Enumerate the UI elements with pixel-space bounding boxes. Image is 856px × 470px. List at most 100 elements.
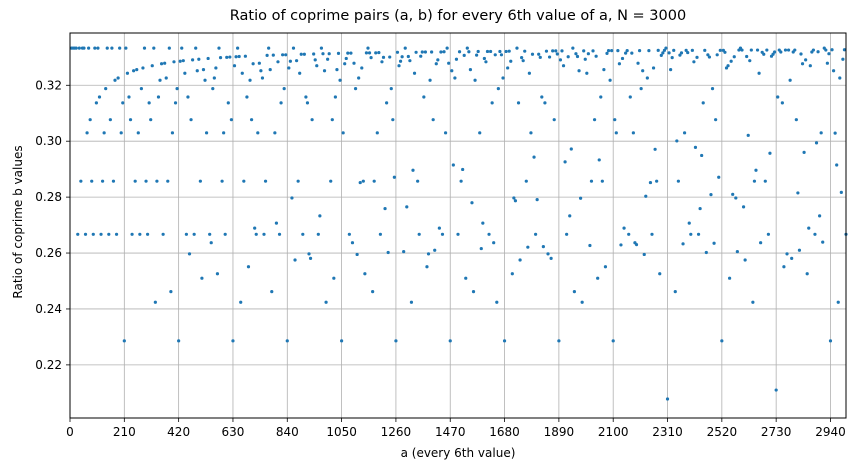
- data-point: [599, 95, 603, 99]
- data-point: [313, 58, 317, 62]
- data-point: [433, 248, 437, 252]
- data-point: [293, 258, 297, 262]
- data-point: [572, 290, 577, 294]
- data-point: [402, 250, 406, 254]
- data-point: [361, 179, 365, 183]
- data-point: [613, 118, 617, 122]
- data-point: [357, 76, 361, 80]
- data-point: [506, 66, 510, 70]
- data-point: [734, 196, 738, 200]
- data-point: [811, 48, 816, 52]
- data-point: [457, 50, 462, 54]
- data-point: [634, 243, 639, 247]
- data-point: [523, 49, 527, 53]
- data-point: [645, 76, 649, 80]
- data-point: [150, 64, 154, 68]
- data-point: [492, 241, 496, 245]
- data-point: [476, 49, 480, 54]
- data-point: [776, 95, 780, 99]
- data-point: [122, 339, 126, 343]
- data-point: [746, 133, 750, 137]
- data-point: [482, 56, 486, 61]
- data-point: [138, 232, 142, 236]
- data-point: [704, 250, 708, 255]
- data-point: [610, 49, 614, 53]
- data-point: [93, 46, 97, 50]
- data-point: [282, 87, 286, 91]
- data-point: [381, 55, 386, 59]
- data-point: [263, 179, 268, 183]
- data-point: [108, 118, 112, 122]
- data-point: [684, 48, 688, 52]
- data-point: [268, 68, 272, 72]
- data-point: [529, 131, 533, 135]
- data-point: [566, 55, 570, 59]
- data-point: [600, 179, 604, 183]
- data-point: [450, 69, 454, 73]
- y-axis-label: Ratio of coprime b values: [11, 145, 25, 299]
- data-point: [662, 48, 667, 52]
- data-point: [375, 131, 379, 135]
- data-point: [828, 339, 833, 343]
- data-point: [807, 226, 811, 230]
- data-point: [552, 118, 556, 122]
- y-tick-label: 0.30: [35, 134, 62, 148]
- data-point: [366, 46, 370, 50]
- data-point: [251, 62, 255, 66]
- plot-frame: [69, 32, 847, 419]
- data-point: [426, 252, 431, 256]
- data-point: [333, 95, 337, 99]
- data-point: [712, 241, 716, 245]
- data-point: [720, 339, 724, 343]
- data-point: [689, 232, 693, 236]
- data-point: [218, 56, 223, 60]
- data-point: [637, 49, 642, 53]
- data-point: [678, 53, 682, 57]
- data-point: [159, 62, 164, 66]
- data-point: [488, 49, 493, 54]
- data-point: [428, 78, 432, 82]
- data-point: [493, 53, 497, 57]
- data-point: [330, 118, 334, 122]
- x-tick-label: 840: [276, 425, 299, 439]
- data-point: [667, 51, 671, 55]
- data-point: [461, 167, 465, 172]
- data-point: [709, 193, 713, 197]
- data-point: [298, 71, 302, 75]
- x-tick-label: 1050: [326, 425, 357, 439]
- data-point: [226, 101, 230, 105]
- data-point: [336, 51, 341, 56]
- x-tick-label: 2520: [707, 425, 738, 439]
- data-point: [419, 54, 423, 58]
- data-point: [173, 101, 178, 105]
- data-point: [225, 55, 229, 59]
- data-point: [189, 118, 193, 122]
- data-point: [392, 175, 396, 179]
- data-point: [700, 153, 704, 158]
- data-point: [156, 95, 161, 99]
- data-point: [125, 71, 130, 75]
- data-point: [774, 388, 778, 392]
- data-point: [121, 101, 125, 105]
- data-point: [257, 61, 261, 65]
- data-point: [617, 62, 622, 66]
- data-point: [451, 163, 455, 167]
- data-point: [211, 87, 215, 91]
- data-point: [405, 205, 409, 209]
- data-point: [288, 59, 292, 63]
- data-point: [520, 56, 524, 60]
- data-point: [625, 49, 629, 53]
- data-point: [139, 87, 143, 91]
- data-point: [97, 95, 102, 99]
- data-point: [561, 64, 566, 68]
- data-point: [655, 179, 659, 183]
- data-point: [805, 272, 809, 276]
- data-point: [504, 49, 508, 54]
- y-tick-label: 0.22: [35, 358, 62, 372]
- data-point: [116, 76, 120, 80]
- data-point: [740, 48, 744, 52]
- data-point: [217, 46, 221, 50]
- data-point: [265, 53, 269, 57]
- data-point: [243, 54, 247, 58]
- data-point: [682, 131, 687, 135]
